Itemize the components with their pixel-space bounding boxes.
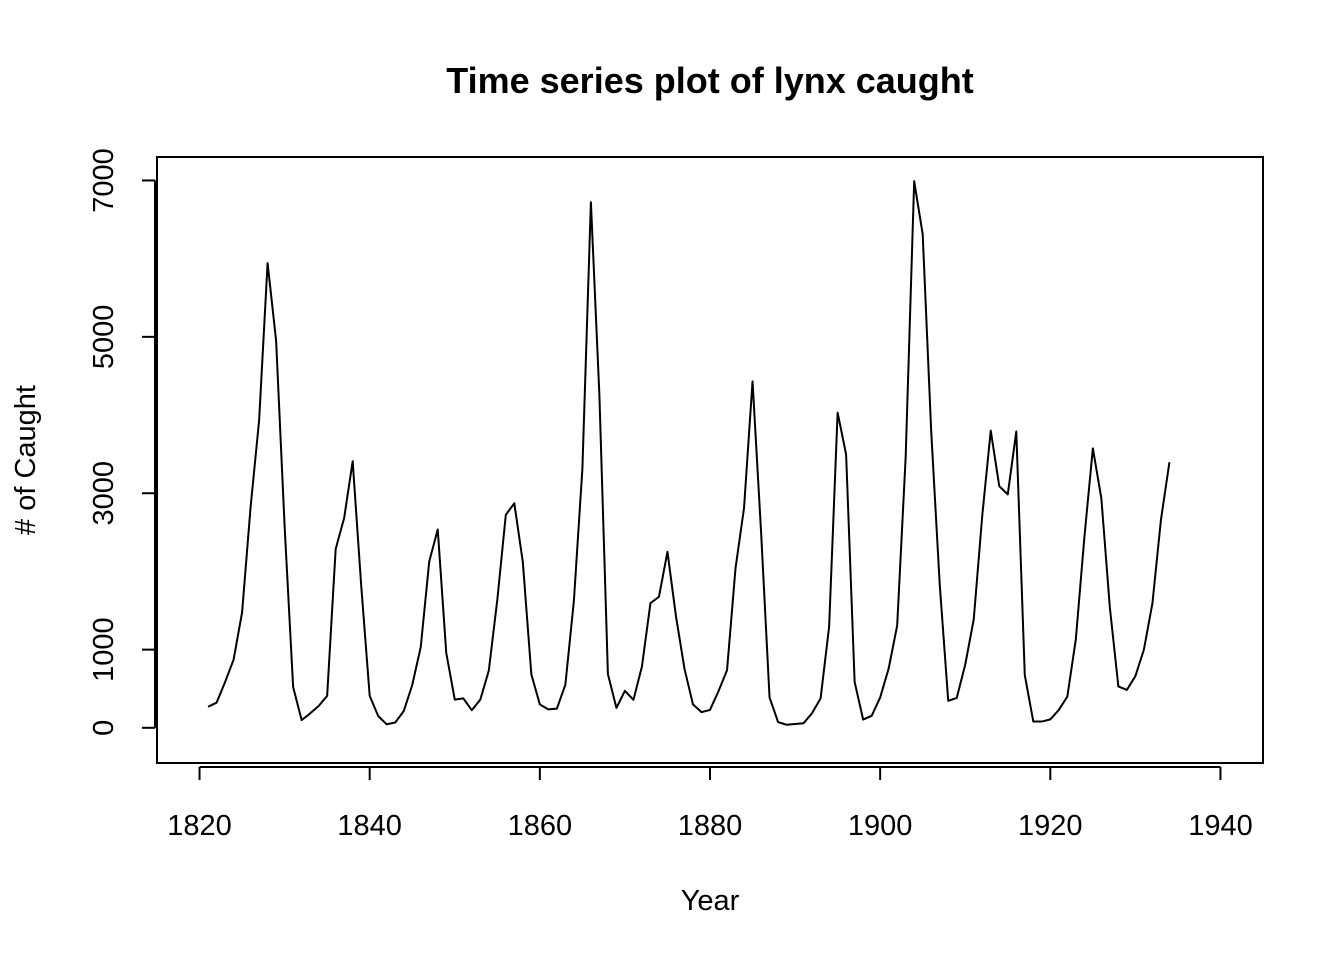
x-tick-label: 1840 xyxy=(337,810,402,842)
chart-title: Time series plot of lynx caught xyxy=(446,60,973,101)
x-axis-label: Year xyxy=(681,885,740,917)
x-axis: 1820 1840 1860 1880 1900 1920 1940 xyxy=(167,766,1253,842)
y-tick-label: 1000 xyxy=(88,617,120,682)
x-tick-label: 1860 xyxy=(508,810,573,842)
series-group xyxy=(207,180,1171,726)
y-axis-label: # of Caught xyxy=(10,385,42,535)
y-tick-label: 5000 xyxy=(88,305,120,370)
x-tick-label: 1940 xyxy=(1188,810,1253,842)
y-tick-label: 0 xyxy=(88,720,120,736)
y-tick-label: 7000 xyxy=(88,148,120,213)
x-tick-label: 1880 xyxy=(678,810,743,842)
x-tick-label: 1920 xyxy=(1018,810,1083,842)
x-tick-label: 1820 xyxy=(167,810,232,842)
y-tick-label: 3000 xyxy=(88,461,120,526)
plot-area-frame xyxy=(156,156,1264,764)
y-axis: 0 1000 3000 5000 7000 xyxy=(88,148,156,736)
series-line xyxy=(207,180,1171,726)
x-tick-label: 1900 xyxy=(848,810,913,842)
